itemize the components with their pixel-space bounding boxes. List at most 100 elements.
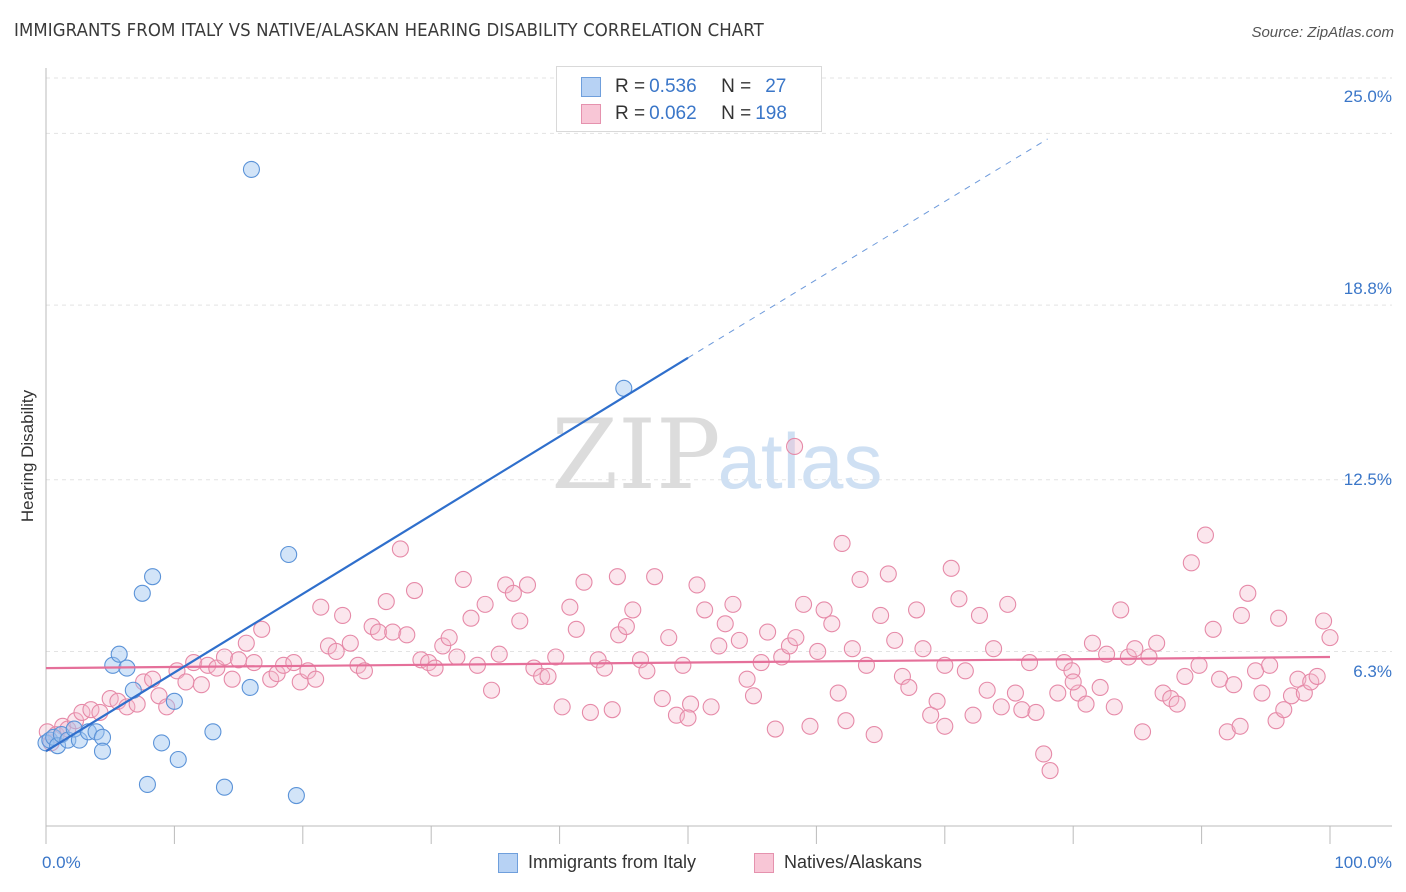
- data-point-natives: [801, 717, 819, 735]
- data-point-italy: [110, 645, 128, 663]
- data-point-natives: [1148, 634, 1166, 652]
- data-point-natives: [978, 681, 996, 699]
- data-point-natives: [928, 692, 946, 710]
- data-point-natives: [724, 595, 742, 613]
- data-point-natives: [679, 709, 697, 727]
- trend-line-natives: [45, 655, 1331, 670]
- y-tick-label: 12.5%: [1343, 470, 1392, 489]
- data-point-natives: [617, 617, 635, 636]
- data-point-natives: [355, 662, 373, 680]
- source-label: Source: ZipAtlas.com: [1251, 24, 1394, 41]
- data-point-natives: [942, 559, 960, 577]
- data-point-italy: [138, 775, 156, 793]
- data-point-natives: [1049, 684, 1067, 702]
- data-point-natives: [391, 540, 409, 558]
- data-point-natives: [581, 703, 599, 721]
- data-point-natives: [518, 576, 537, 594]
- data-point-natives: [851, 570, 869, 588]
- data-point-natives: [865, 726, 883, 744]
- data-point-natives: [843, 640, 861, 658]
- data-point-natives: [710, 637, 728, 655]
- data-point-natives: [879, 565, 897, 583]
- legend-r-label: R =: [615, 76, 646, 97]
- data-point-natives: [1064, 673, 1082, 691]
- data-point-natives: [511, 612, 529, 630]
- data-point-natives: [1133, 723, 1152, 741]
- data-point-natives: [454, 570, 472, 588]
- data-point-italy: [280, 545, 298, 564]
- data-point-natives: [833, 534, 851, 552]
- data-point-italy: [133, 584, 151, 602]
- legend-n-label: N =: [721, 76, 752, 97]
- data-point-natives: [1182, 554, 1200, 572]
- data-point-natives: [1289, 670, 1307, 688]
- data-point-natives: [857, 656, 876, 674]
- data-point-natives: [462, 609, 480, 627]
- legend-swatch-blue: [581, 77, 601, 97]
- y-tick-label: 6.3%: [1353, 662, 1392, 681]
- data-point-natives: [1168, 695, 1186, 713]
- data-point-italy: [144, 568, 162, 586]
- data-point-natives: [1035, 745, 1053, 763]
- data-point-natives: [1239, 584, 1257, 602]
- data-point-natives: [823, 615, 841, 633]
- data-point-natives: [1261, 656, 1279, 674]
- data-point-natives: [900, 678, 918, 697]
- data-point-natives: [490, 645, 508, 663]
- data-point-italy: [287, 786, 305, 805]
- data-point-natives: [886, 631, 904, 649]
- data-point-italy: [169, 750, 187, 769]
- data-point-natives: [533, 667, 551, 685]
- data-point-natives: [561, 598, 579, 616]
- data-point-natives: [1027, 703, 1045, 721]
- data-point-natives: [1196, 526, 1215, 544]
- data-point-natives: [872, 606, 890, 625]
- chart-title: IMMIGRANTS FROM ITALY VS NATIVE/ALASKAN …: [14, 20, 764, 41]
- data-point-natives: [341, 634, 359, 652]
- data-point-natives: [245, 653, 263, 672]
- data-point-natives: [999, 595, 1017, 613]
- data-point-italy: [215, 778, 234, 796]
- legend-n-value: 27: [765, 76, 787, 97]
- x-tick-label: 100.0%: [1334, 853, 1392, 872]
- data-point-natives: [1077, 695, 1095, 713]
- data-point-natives: [653, 690, 671, 708]
- trend-line-italy-extension: [687, 138, 1048, 359]
- data-point-italy: [93, 728, 112, 746]
- data-point-natives: [914, 640, 932, 658]
- data-point-natives: [716, 615, 734, 633]
- y-tick-label: 18.8%: [1343, 279, 1392, 298]
- legend-row-italy: R = 0.536 N = 27: [581, 75, 786, 99]
- data-point-natives: [1091, 678, 1109, 697]
- data-point-natives: [440, 629, 458, 647]
- data-point-natives: [1190, 656, 1208, 674]
- data-point-natives: [936, 717, 954, 735]
- data-point-natives: [1140, 648, 1158, 666]
- data-point-natives: [1105, 698, 1123, 716]
- data-point-natives: [405, 581, 424, 600]
- data-point-natives: [192, 676, 210, 694]
- data-point-natives: [970, 606, 989, 625]
- legend-series-label: Natives/Alaskans: [784, 852, 923, 872]
- data-point-natives: [307, 670, 325, 688]
- data-point-natives: [1112, 601, 1130, 619]
- data-point-natives: [426, 659, 444, 677]
- legend-swatch-pink: [754, 852, 774, 873]
- watermark-zip: ZIP: [551, 399, 720, 511]
- legend-n-value: 198: [755, 103, 787, 124]
- data-point-natives: [1041, 762, 1059, 780]
- data-point-italy: [204, 723, 222, 741]
- data-point-natives: [1083, 634, 1102, 652]
- legend-r-value: 0.536: [649, 76, 697, 97]
- data-point-natives: [1218, 723, 1236, 741]
- data-point-natives: [575, 573, 593, 591]
- data-point-natives: [476, 595, 494, 613]
- data-point-natives: [1204, 620, 1222, 638]
- data-point-italy: [242, 160, 260, 178]
- data-point-natives: [688, 576, 706, 594]
- data-point-natives: [1006, 684, 1024, 702]
- data-point-italy: [124, 681, 142, 699]
- data-point-natives: [285, 653, 303, 672]
- legend-series-label: Immigrants from Italy: [528, 852, 697, 872]
